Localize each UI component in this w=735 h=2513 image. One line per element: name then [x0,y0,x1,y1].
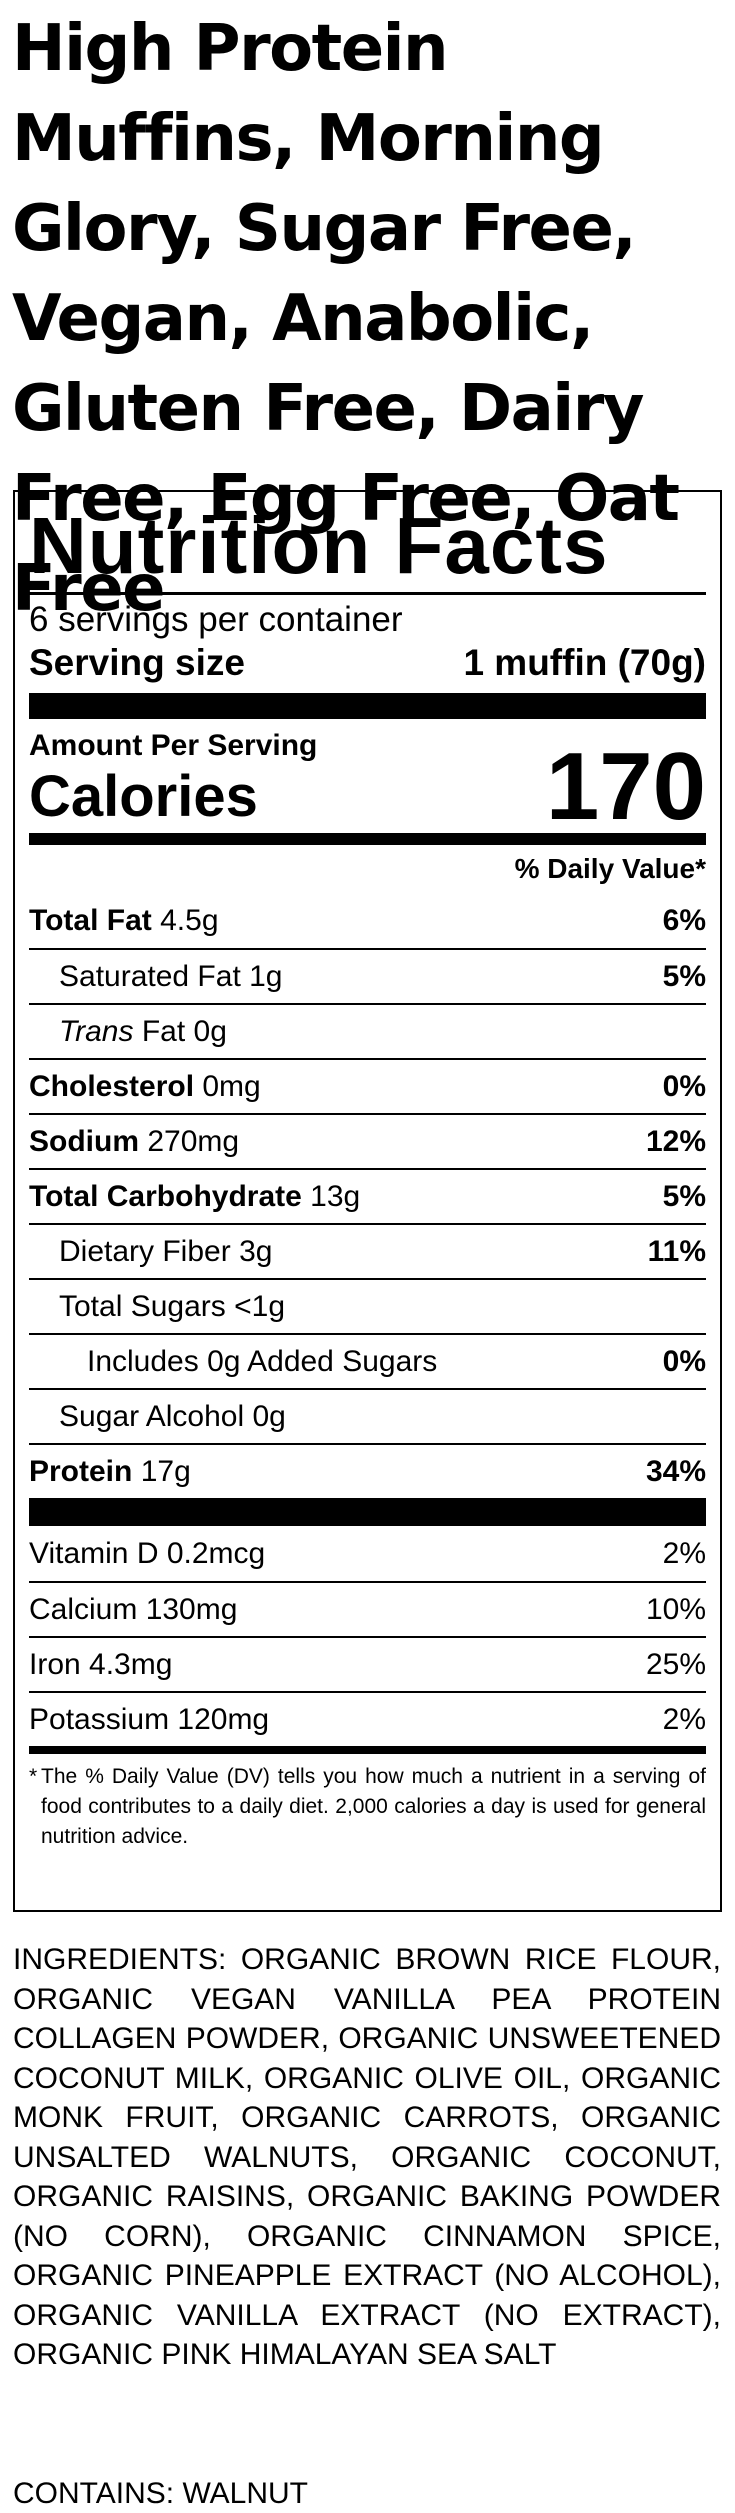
nutrient-dv: 5% [662,959,706,993]
nutrient-row: Cholesterol 0mg 0% [29,1058,706,1113]
dv-header-row: % Daily Value* [29,845,706,893]
nutrient-name: Protein [29,1454,133,1488]
nutrient-name: Dietary Fiber [59,1234,231,1268]
servings: 6 servings per container [29,600,403,639]
footnote-text: The % Daily Value (DV) tells you how muc… [41,1765,706,1848]
nutrient-row: Sugar Alcohol 0g [29,1388,706,1443]
nutrient-name-group: Protein 17g [29,1455,191,1489]
nutrient-name: Total Carbohydrate [29,1179,302,1213]
nutrient-row: Sodium 270mg 12% [29,1113,706,1168]
nutrient-name-group: Sodium 270mg [29,1125,239,1159]
calories-row: Calories 170 [29,739,706,835]
vitamin-name: Iron 4.3mg [29,1647,173,1681]
nutrient-name-group: Saturated Fat 1g [29,960,283,994]
nutrient-row: Trans Fat 0g [29,1003,706,1058]
footnote: * The % Daily Value (DV) tells you how mu… [29,1762,706,1852]
vitamin-row: Iron 4.3mg 25% [29,1636,706,1691]
nutrient-amount: 17g [140,1454,191,1488]
vitamin-dv: 25% [645,1647,706,1681]
label-inner: Nutrition Facts 6 servings per container S… [29,492,706,1852]
nutrient-amount: 270mg [147,1124,240,1158]
nutrient-dv: 34% [645,1454,706,1488]
nutrient-row: Saturated Fat 1g 5% [29,948,706,1003]
medium-rule [29,833,706,845]
vitamin-dv: 2% [662,1702,706,1736]
ingredients: INGREDIENTS: ORGANIC BROWN RICE FLOUR, O… [13,1943,721,2371]
serving-size-value: 1 muffin (70g) [463,642,706,683]
nutrient-name-italic: Trans [59,1014,134,1048]
nutrition-label: Nutrition Facts 6 servings per container S… [13,490,722,1912]
vitamin-dv: 2% [662,1536,706,1570]
nutrient-amount: 13g [310,1179,361,1213]
nutrient-dv: 0% [662,1344,706,1378]
nutrient-name: Includes 0g Added Sugars [87,1344,438,1378]
vitamin-name: Vitamin D 0.2mcg [29,1536,266,1570]
nutrient-name-group: Sugar Alcohol 0g [29,1400,286,1434]
nutrient-amount: 4.5g [160,903,219,937]
nutrient-amount: 3g [239,1234,273,1268]
thin-rule [29,592,706,595]
nutrient-name: Cholesterol [29,1069,195,1103]
vitamin-row: Vitamin D 0.2mcg 2% [29,1526,706,1581]
serving-size-row: Serving size 1 muffin (70g) [29,641,706,685]
nutrient-name-group: Total Fat 4.5g [29,904,219,938]
vitamin-name: Potassium 120mg [29,1702,270,1736]
nutrient-row: Total Fat 4.5g 6% [29,893,706,948]
nutrient-row: Dietary Fiber 3g 11% [29,1223,706,1278]
medium-rule [29,1746,706,1754]
nutrient-name-group: Dietary Fiber 3g [29,1235,272,1269]
nutrient-name: Saturated Fat [59,959,241,993]
nutrient-name-group: Cholesterol 0mg [29,1070,261,1104]
nutrient-name-group: Includes 0g Added Sugars [29,1345,437,1379]
label-heading: Nutrition Facts [29,501,609,590]
nutrient-dv: 12% [645,1124,706,1158]
vitamin-dv: 10% [645,1592,706,1626]
thick-rule [29,1498,706,1526]
serving-size-label: Serving size [29,642,245,683]
nutrient-row: Total Carbohydrate 13g 5% [29,1168,706,1223]
footnote-star: * [29,1765,38,1788]
nutrient-dv: 6% [662,903,706,937]
nutrient-row: Protein 17g 34% [29,1443,706,1498]
calories-value: 170 [545,733,706,840]
nutrient-row: Includes 0g Added Sugars 0% [29,1333,706,1388]
nutrient-name-group: Trans Fat 0g [29,1015,227,1049]
vitamin-name: Calcium 130mg [29,1592,238,1626]
nutrient-name-group: Total Carbohydrate 13g [29,1180,360,1214]
nutrient-name: Total Fat [29,903,152,937]
nutrient-amount: 0g [252,1399,286,1433]
nutrient-amount: 1g [249,959,283,993]
vitamin-row: Potassium 120mg 2% [29,1691,706,1746]
nutrient-dv: 11% [647,1234,706,1268]
nutrient-name: Total Sugars [59,1289,226,1323]
nutrient-name-group: Total Sugars <1g [29,1290,285,1324]
product-title: High Protein Muffins, Morning Glory, Sug… [12,12,680,626]
nutrient-name: Sodium [29,1124,139,1158]
amount-per-serving: Amount Per Serving [29,729,318,762]
nutrient-name: Sugar Alcohol [59,1399,245,1433]
nutrient-name: Fat [141,1014,186,1048]
nutrient-amount: <1g [234,1289,285,1323]
nutrient-amount: 0mg [202,1069,261,1103]
thick-rule [29,693,706,719]
dv-header: % Daily Value* [514,853,706,884]
vitamin-row: Calcium 130mg 10% [29,1581,706,1636]
nutrient-dv: 0% [662,1069,706,1103]
nutrient-dv: 5% [662,1179,706,1213]
calories-label: Calories [29,764,258,829]
nutrient-row: Total Sugars <1g [29,1278,706,1333]
nutrient-amount: 0g [193,1014,227,1048]
